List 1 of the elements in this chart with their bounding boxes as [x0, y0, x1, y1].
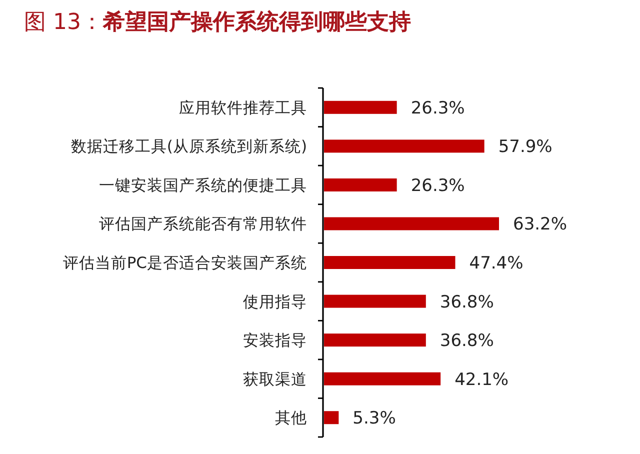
- title: 图 13：希望国产操作系统得到哪些支持: [24, 10, 411, 35]
